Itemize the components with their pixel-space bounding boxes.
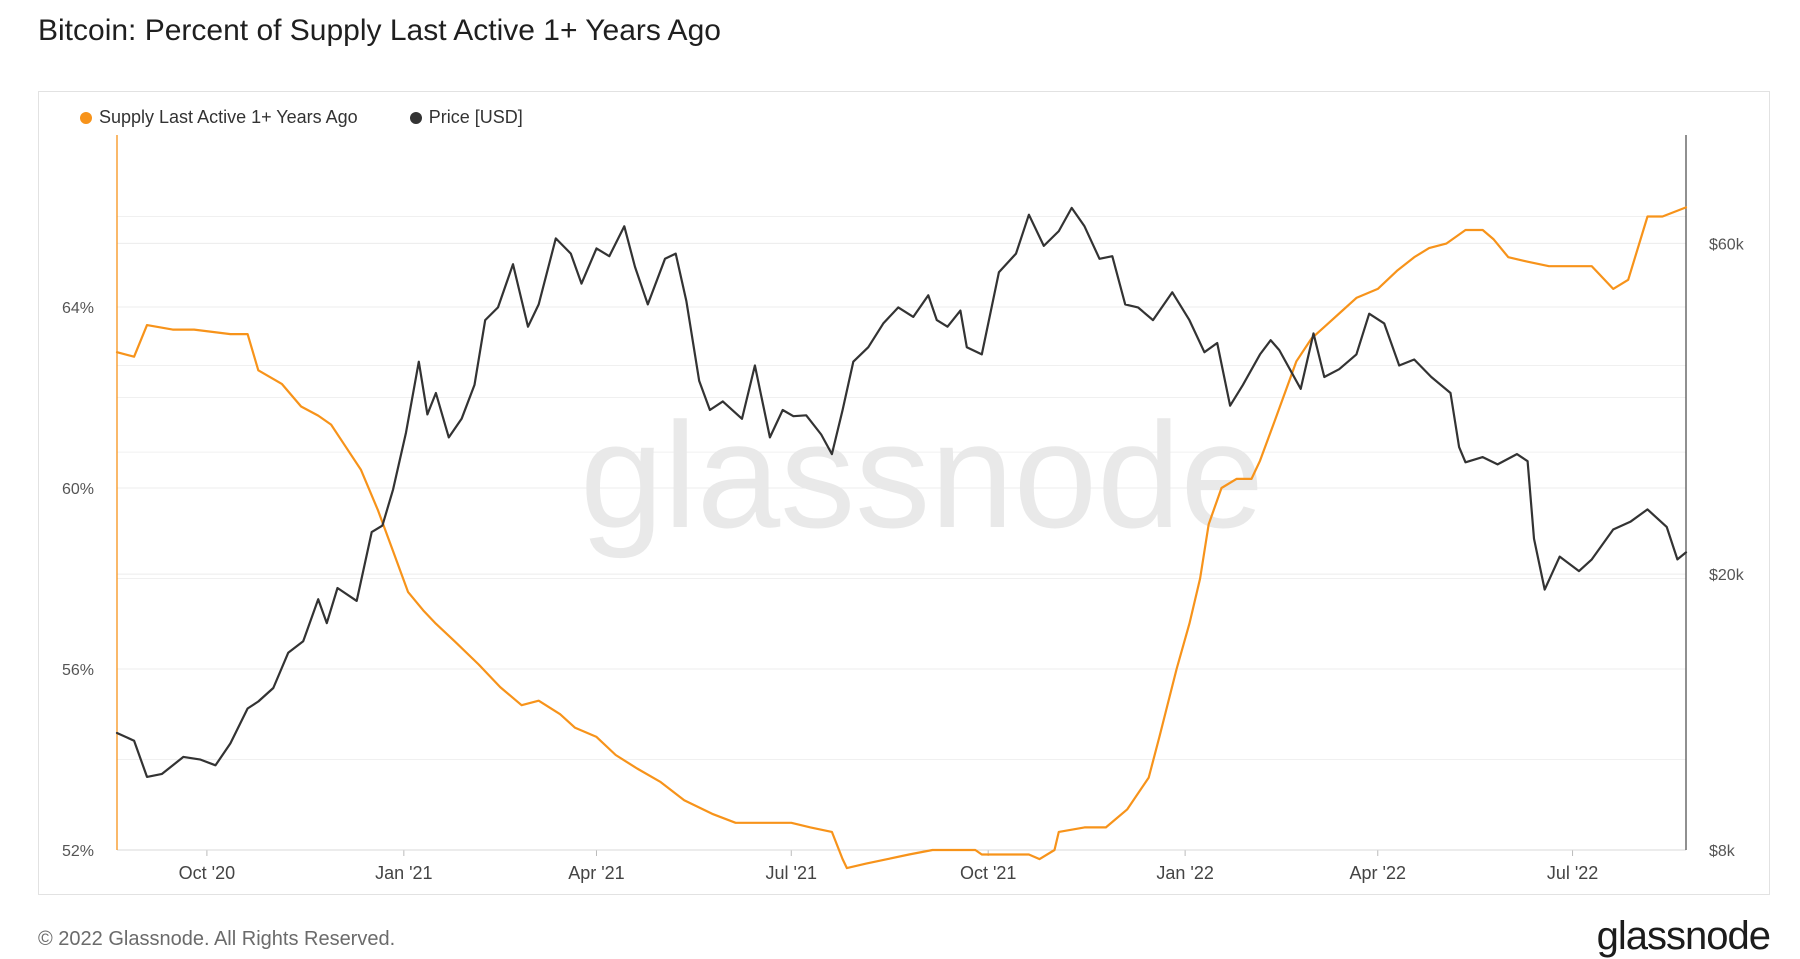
x-tick-label: Jul '21 bbox=[766, 863, 817, 883]
legend-dot-supply bbox=[80, 111, 92, 124]
x-tick-label: Apr '22 bbox=[1350, 863, 1406, 883]
y-right-tick-label: $8k bbox=[1709, 843, 1736, 860]
x-tick-label: Jan '21 bbox=[375, 863, 432, 883]
legend-item-price[interactable]: Price [USD] bbox=[409, 107, 523, 128]
x-tick-label: Oct '21 bbox=[960, 863, 1016, 883]
legend-label-price: Price [USD] bbox=[428, 107, 523, 127]
x-tick-label: Jul '22 bbox=[1547, 863, 1598, 883]
gridlines bbox=[117, 215, 1686, 851]
series-lines bbox=[115, 206, 1688, 870]
legend-label-supply: Supply Last Active 1+ Years Ago bbox=[99, 107, 358, 127]
x-tick-label: Oct '20 bbox=[179, 863, 235, 883]
y-left-tick-label: 64% bbox=[62, 300, 94, 317]
series-line-price bbox=[115, 206, 1688, 778]
y-left-tick-label: 56% bbox=[62, 662, 94, 679]
chart-title: Bitcoin: Percent of Supply Last Active 1… bbox=[38, 14, 721, 47]
y-right-tick-label: $60k bbox=[1709, 236, 1745, 253]
y-left-tick-label: 52% bbox=[62, 843, 94, 860]
copyright-text: © 2022 Glassnode. All Rights Reserved. bbox=[38, 928, 396, 950]
legend-dot-price bbox=[409, 111, 422, 124]
axes: 52% 56% 60% 64% $8k $20k $60k Oct '20 Jan '21 Apr… bbox=[62, 135, 1745, 883]
x-tick-label: Apr '21 bbox=[568, 863, 624, 883]
glassnode-logo[interactable]: glassnode bbox=[1596, 914, 1771, 958]
y-right-tick-label: $20k bbox=[1709, 567, 1745, 584]
x-tick-label: Jan '22 bbox=[1156, 863, 1213, 883]
watermark-text: glassnode bbox=[580, 391, 1264, 559]
chart-legend: Supply Last Active 1+ Years Ago Price [U… bbox=[80, 107, 523, 128]
series-line-supply bbox=[115, 206, 1688, 870]
chart-panel bbox=[38, 91, 1770, 895]
y-left-tick-label: 60% bbox=[62, 481, 94, 498]
legend-item-supply[interactable]: Supply Last Active 1+ Years Ago bbox=[80, 107, 358, 128]
